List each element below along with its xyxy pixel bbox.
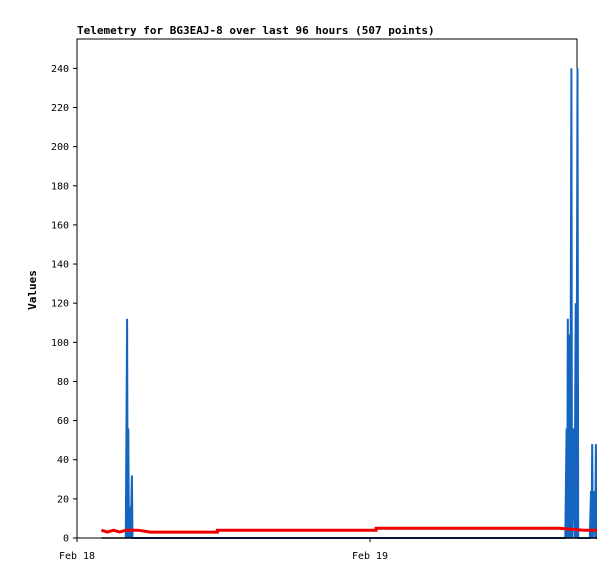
y-tick-label: 220 [51, 103, 69, 114]
x-axis-ticks: Feb 18 Feb 19 [59, 538, 388, 562]
series-line-2 [100, 526, 597, 534]
y-tick-label: 100 [51, 338, 69, 349]
y-tick-label: 240 [51, 64, 69, 75]
y-tick-label: 20 [57, 494, 69, 505]
y-tick-label: 120 [51, 299, 69, 310]
x-tick-label: Feb 19 [352, 551, 388, 562]
y-tick-label: 200 [51, 142, 69, 153]
y-tick-label: 160 [51, 220, 69, 231]
x-tick-label: Feb 18 [59, 551, 95, 562]
chart-title: Telemetry for BG3EAJ-8 over last 96 hour… [77, 24, 435, 37]
y-tick-label: 0 [63, 534, 69, 545]
y-axis-title: Values [26, 270, 39, 310]
series-line-1 [124, 68, 597, 539]
y-tick-label: 40 [57, 455, 69, 466]
series-group [100, 68, 597, 539]
y-tick-label: 180 [51, 181, 69, 192]
plot-area [76, 38, 578, 539]
y-axis-ticks: 0 20 40 60 80 100 120 140 160 180 200 220 240 [51, 64, 77, 545]
y-tick-label: 140 [51, 260, 69, 271]
y-tick-label: 80 [57, 377, 69, 388]
y-tick-label: 60 [57, 416, 69, 427]
